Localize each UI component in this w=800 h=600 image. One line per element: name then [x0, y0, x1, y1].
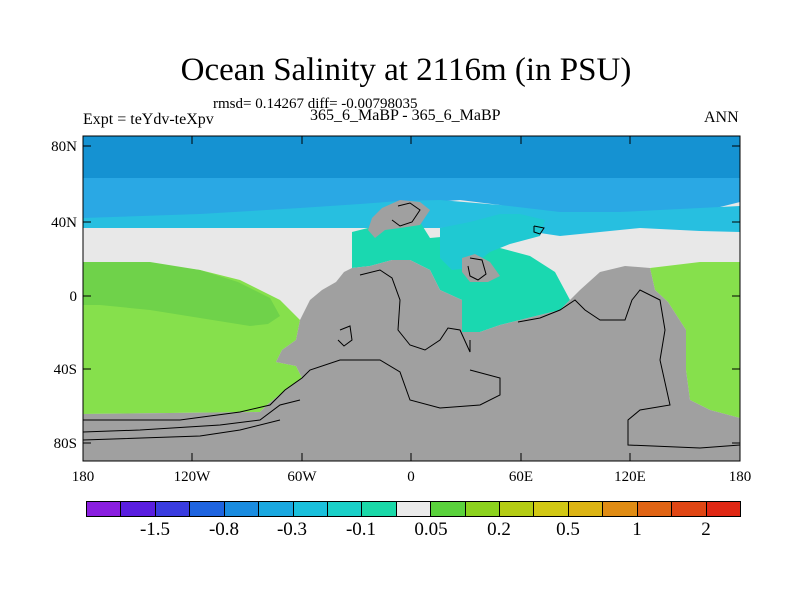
x-tick-60e: 60E	[509, 469, 533, 485]
x-tick-180-left: 180	[72, 469, 95, 485]
europe-coastline	[391, 202, 421, 227]
y-tick-40s: 40S	[54, 362, 77, 378]
mediterranean-cyan-region	[440, 214, 545, 270]
equatorial-green-band	[83, 262, 280, 326]
colorbar-cell	[327, 502, 363, 516]
antarctic-coastline-2	[82, 419, 281, 441]
colorbar-label: 1	[632, 519, 642, 540]
colorbar-cell	[534, 502, 569, 516]
x-tick-120e: 120E	[614, 469, 646, 485]
case-label: 365_6_MaBP - 365_6_MaBP	[310, 107, 501, 124]
colorbar-label: -0.3	[276, 519, 308, 540]
southern-coastline	[83, 359, 501, 421]
indian-ocean-coastline	[517, 289, 741, 449]
colorbar-cell	[190, 502, 225, 516]
colorbar-label: -1.5	[139, 519, 171, 540]
colorbar-cell	[121, 502, 156, 516]
west-pacific-green-region	[650, 262, 740, 418]
colorbar-cell	[465, 502, 501, 516]
colorbar-cell	[224, 502, 260, 516]
y-tick-0: 0	[70, 289, 78, 305]
atlantic-teal-region	[352, 220, 570, 332]
y-tick-80s: 80S	[54, 436, 77, 452]
colorbar-cell	[637, 502, 673, 516]
colorbar-cell	[259, 502, 294, 516]
colorbar-cell	[500, 502, 535, 516]
colorbar-label: 0.05	[414, 519, 448, 540]
y-tick-40n: 40N	[51, 215, 77, 231]
colorbar-cell	[672, 502, 707, 516]
colorbar-label: 0.2	[487, 519, 511, 540]
season-label: ANN	[704, 109, 739, 126]
land-mass	[83, 260, 740, 461]
colorbar-cell	[293, 502, 328, 516]
colorbar-cell	[362, 502, 397, 516]
y-axis: 80N 40N 0 40S 80S	[51, 139, 740, 452]
colorbar-cell	[706, 502, 741, 516]
colorbar-label: -0.1	[345, 519, 377, 540]
arabia-coastline	[467, 257, 487, 281]
x-tick-120w: 120W	[174, 469, 212, 485]
coastlines	[82, 202, 741, 449]
x-tick-0: 0	[407, 469, 415, 485]
small-coastline	[337, 325, 353, 347]
africa-coastline	[359, 269, 471, 353]
rmsd-diff-stats: rmsd= 0.14267 diff= -0.00798035	[213, 96, 418, 112]
colorbar-cell	[568, 502, 604, 516]
colorbar-label: 2	[701, 519, 711, 540]
x-axis: 180 120W 60W 0 60E 120E 180	[72, 136, 752, 485]
colorbar	[86, 501, 741, 517]
colorbar-label: 0.5	[556, 519, 580, 540]
antarctic-coastline	[82, 399, 301, 433]
y-tick-80n: 80N	[51, 139, 77, 155]
colorbar-label: -0.8	[208, 519, 240, 540]
europe-land	[368, 200, 430, 238]
x-tick-60w: 60W	[287, 469, 317, 485]
island-coastline	[533, 225, 545, 235]
colorbar-cell	[155, 502, 191, 516]
map-title: Ocean Salinity at 2116m (in PSU)	[180, 52, 632, 88]
arabia-land	[462, 254, 500, 282]
colorbar-cell	[396, 502, 432, 516]
map-plot-area	[82, 135, 741, 462]
experiment-label: Expt = teYdv-teXpv	[83, 111, 214, 128]
colorbar-cell	[87, 502, 122, 516]
colorbar-cell	[431, 502, 466, 516]
colorbar-cell	[603, 502, 638, 516]
x-tick-180-right: 180	[729, 469, 752, 485]
